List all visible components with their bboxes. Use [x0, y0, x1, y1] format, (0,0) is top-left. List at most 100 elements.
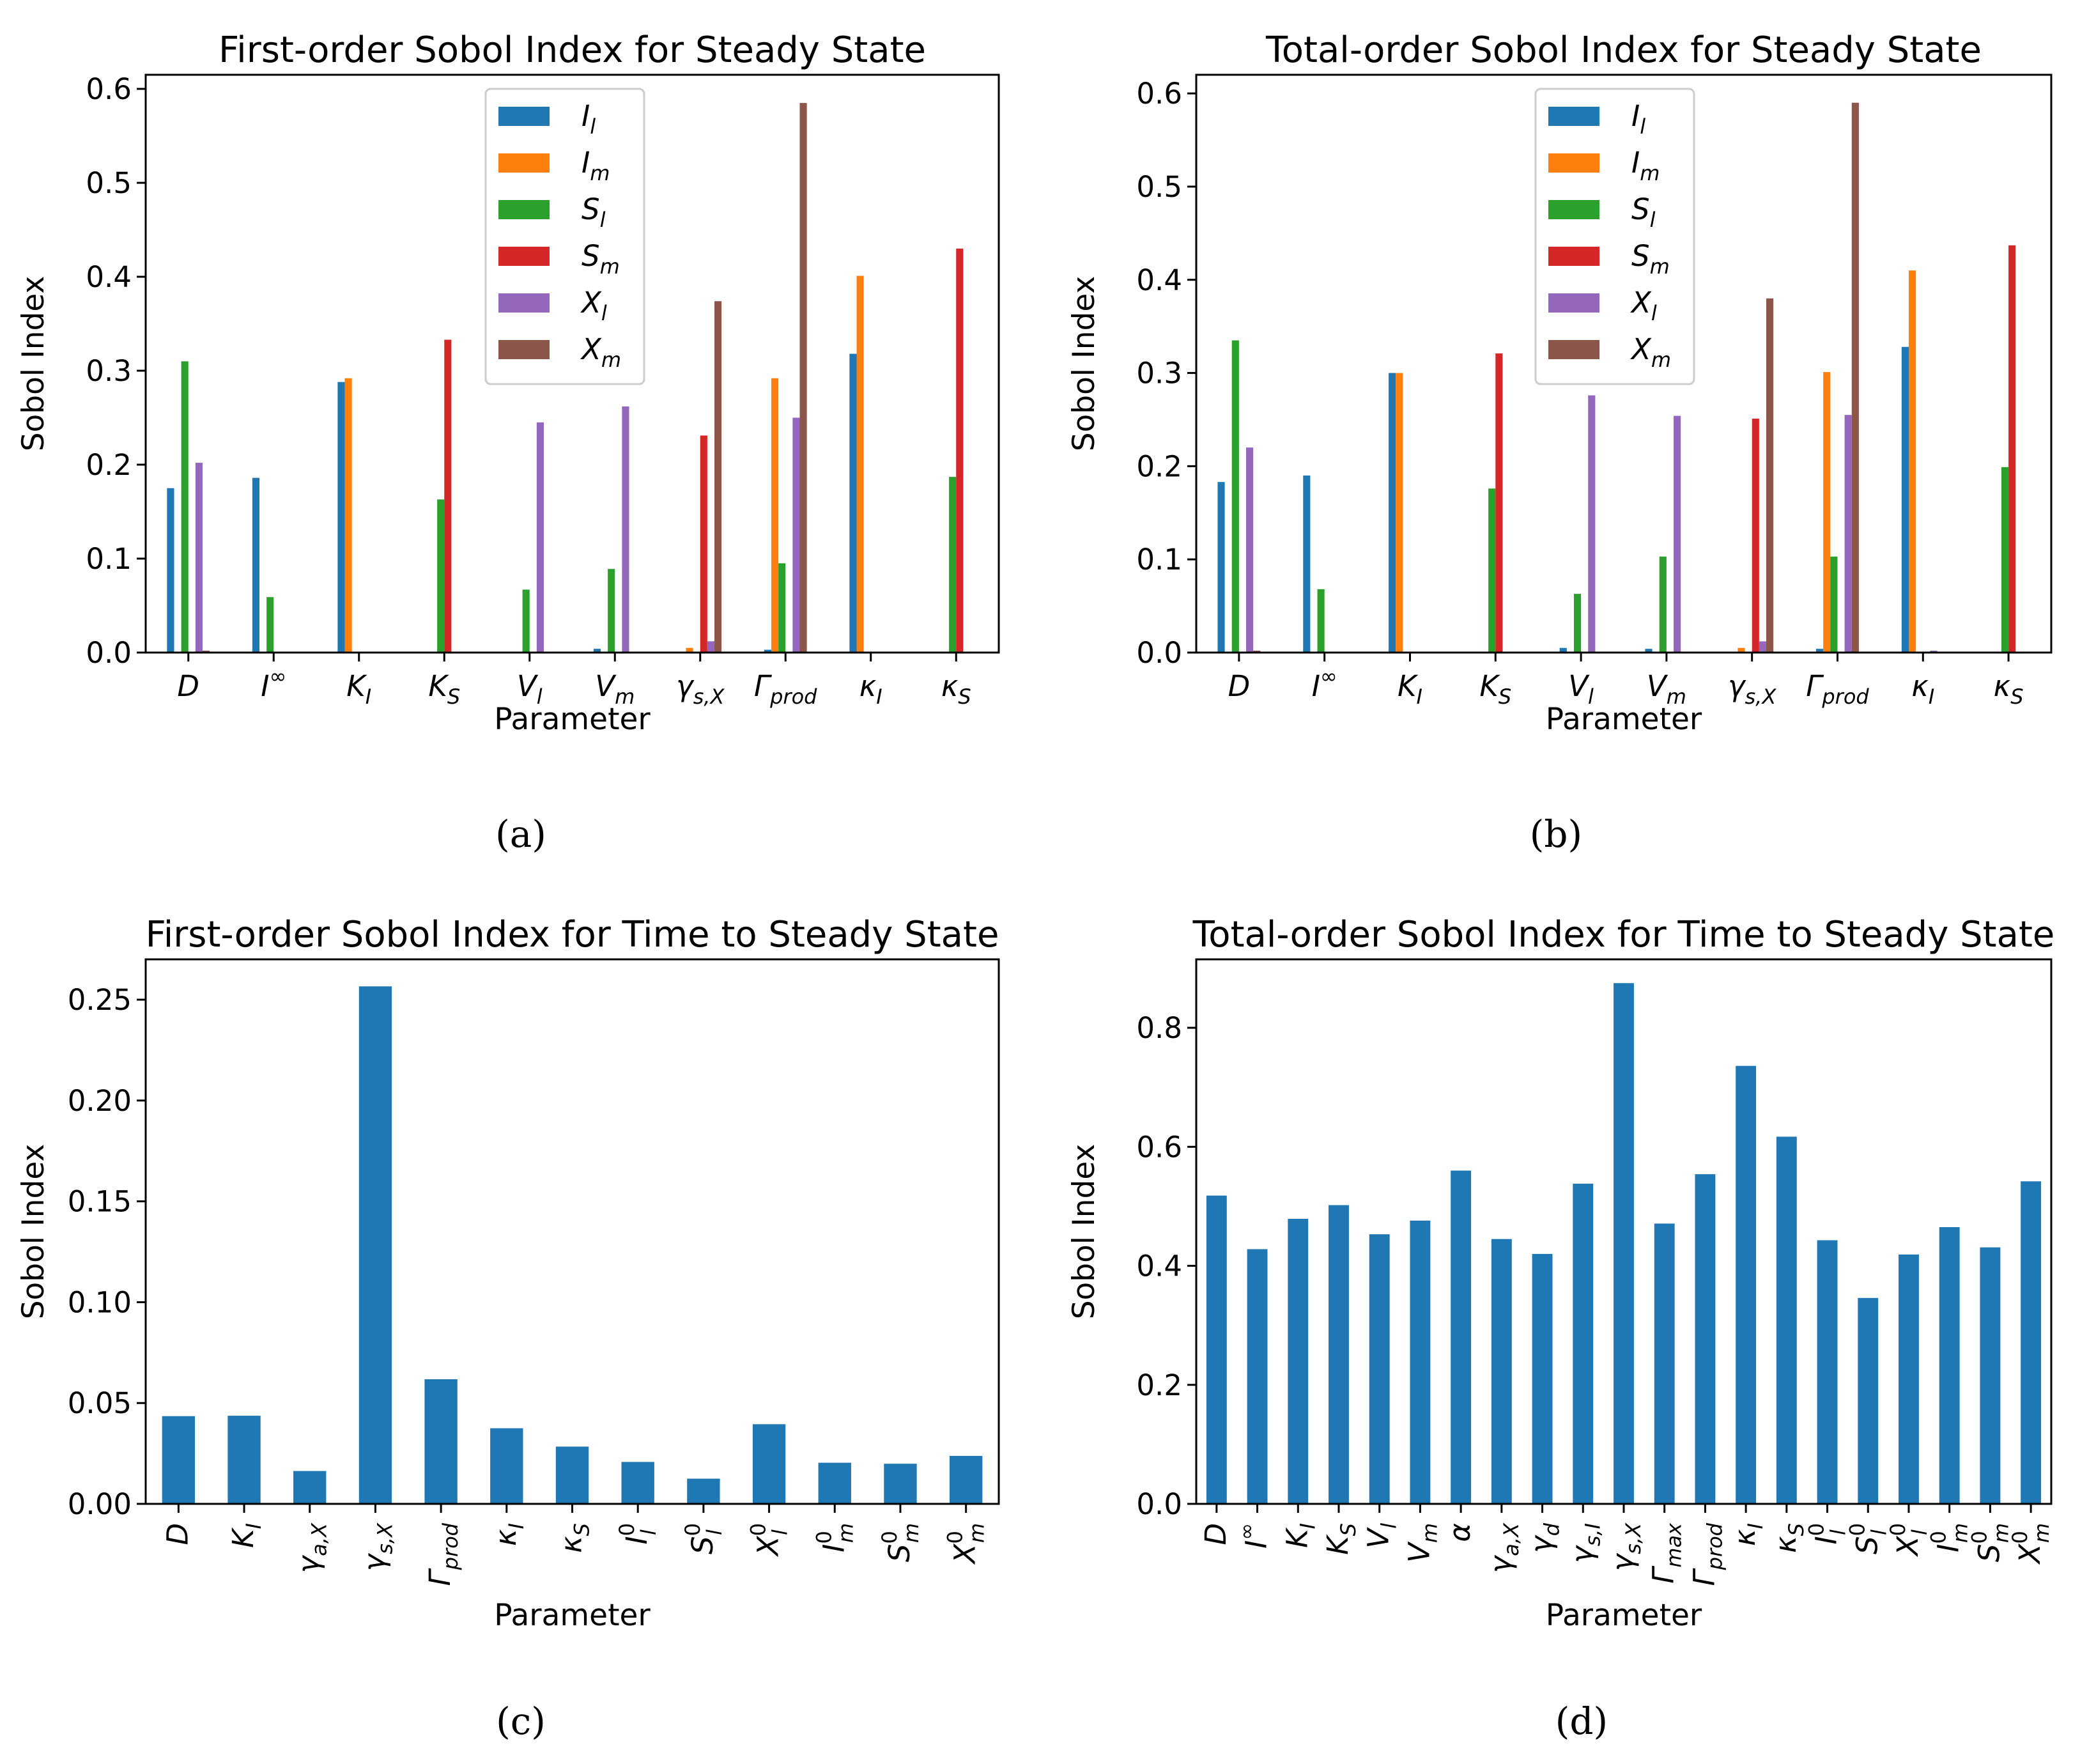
bar-I_l-5 — [593, 649, 601, 653]
legend-swatch-S_m — [498, 247, 550, 266]
x-tick-label: KI — [1398, 669, 1422, 709]
x-axis-label: Parameter — [494, 702, 651, 737]
bar-5 — [490, 1428, 523, 1504]
bar-S_l-4 — [1573, 594, 1582, 653]
bar-7 — [621, 1462, 654, 1504]
plot-frame — [144, 958, 1000, 1505]
legend: Il Im Sl Sm Xl Xm — [1534, 88, 1695, 385]
bar-X_l-5 — [622, 406, 629, 653]
x-tick-label: γs,X — [1728, 669, 1776, 709]
x-tick-label: I0l — [1805, 1523, 1851, 1545]
x-tick-label: I∞ — [1235, 1523, 1274, 1549]
bar-S_l-0 — [181, 361, 189, 653]
bar-I_l-1 — [252, 477, 259, 653]
legend-swatch-I_l — [1548, 107, 1599, 126]
bar-10 — [818, 1462, 851, 1504]
legend-label-X_l: Xl — [580, 286, 607, 325]
bar-X_l-7 — [1844, 415, 1852, 653]
bar-S_l-1 — [266, 597, 274, 653]
bar-I_l-7 — [1816, 649, 1824, 653]
legend-label-S_l: Sl — [582, 192, 606, 232]
y-tick-label: 0.20 — [68, 1084, 132, 1118]
x-tick-label: Γmax — [1647, 1522, 1686, 1584]
x-tick-label: KS — [428, 669, 460, 709]
y-axis-label: Sobol Index — [16, 276, 51, 452]
bar-0 — [162, 1416, 196, 1504]
x-axis-label: Parameter — [494, 1598, 651, 1633]
x-tick-label: Vl — [1568, 669, 1594, 709]
bar-S_l-9 — [2001, 467, 2009, 653]
legend-label-X_m: Xm — [580, 332, 621, 372]
bar-I_l-2 — [337, 382, 345, 653]
legend-label-I_l: Il — [1631, 99, 1645, 139]
bar-I_m-2 — [344, 378, 352, 653]
x-tick-label: κS — [1994, 669, 2024, 709]
y-axis-label: Sobol Index — [16, 1144, 51, 1320]
bar-I_m-8 — [856, 275, 864, 653]
bar-X_l-4 — [536, 422, 544, 653]
y-axis-label: Sobol Index — [1067, 1144, 1102, 1320]
y-tick-label: 0.4 — [1136, 263, 1182, 297]
y-tick-label: 0.6 — [1136, 1130, 1182, 1164]
bar-S_m-3 — [444, 339, 452, 653]
bar-X_l-7 — [792, 417, 800, 653]
bar-S_l-5 — [608, 569, 615, 653]
x-tick-label: S0m — [1967, 1523, 2013, 1562]
x-tick-label: S0m — [877, 1523, 923, 1562]
bar-X_m-6 — [714, 301, 722, 653]
y-tick-label: 0.1 — [1136, 543, 1182, 576]
y-tick-label: 0.5 — [86, 166, 132, 200]
bar-S_m-3 — [1495, 353, 1503, 653]
x-tick-label: D — [1228, 669, 1251, 703]
bar-I_l-8 — [849, 353, 857, 653]
bar-4 — [424, 1379, 458, 1504]
bar-S_l-5 — [1659, 556, 1667, 653]
bar-16 — [1858, 1297, 1879, 1504]
y-tick-label: 0.8 — [1136, 1011, 1182, 1045]
legend-swatch-X_l — [1548, 293, 1599, 313]
bar-X_l-6 — [707, 641, 714, 653]
chart-title: Total-order Sobol Index for Time to Stea… — [1192, 914, 2055, 956]
x-tick-label: κS — [941, 669, 971, 709]
bar-20 — [2021, 1181, 2042, 1504]
bar-3 — [358, 986, 392, 1504]
y-tick-label: 0.4 — [86, 260, 132, 294]
bar-5 — [1410, 1220, 1431, 1504]
legend-label-S_m: Sm — [1631, 239, 1670, 279]
y-tick-label: 0.0 — [1136, 1487, 1182, 1521]
chart-panel-2: Total-order Sobol Index for Steady State… — [1067, 29, 2053, 856]
x-tick-label: Vm — [595, 669, 635, 709]
y-tick-label: 0.00 — [68, 1487, 132, 1521]
y-tick-label: 0.0 — [86, 636, 132, 670]
panel-caption: (c) — [496, 1699, 546, 1743]
x-tick-label: KI — [346, 669, 371, 709]
bar-15 — [1817, 1240, 1838, 1504]
bar-I_m-7 — [1823, 372, 1831, 653]
x-axis-label: Parameter — [1546, 702, 1702, 737]
legend-box — [484, 88, 645, 385]
y-tick-label: 0.10 — [68, 1285, 132, 1319]
chart-title: Total-order Sobol Index for Steady State — [1265, 29, 1982, 71]
x-tick-label: KS — [1321, 1523, 1360, 1555]
legend-label-I_l: Il — [582, 99, 596, 139]
bar-11 — [884, 1464, 917, 1504]
bar-11 — [1654, 1223, 1675, 1504]
x-tick-label: S0l — [681, 1523, 727, 1554]
x-tick-label: Vl — [517, 669, 543, 709]
bar-I_l-7 — [764, 649, 771, 653]
bar-S_m-9 — [956, 248, 964, 653]
x-tick-label: S0l — [1845, 1523, 1891, 1554]
bar-9 — [752, 1424, 786, 1504]
legend-box — [1534, 88, 1695, 385]
x-tick-label: X0m — [2008, 1523, 2054, 1565]
bar-S_l-7 — [778, 563, 786, 653]
bar-9 — [1573, 1184, 1594, 1504]
x-tick-label: κI — [489, 1523, 528, 1546]
bar-X_m-6 — [1766, 298, 1774, 653]
y-tick-label: 0.5 — [1136, 170, 1182, 204]
bar-I_m-8 — [1909, 270, 1916, 653]
legend-swatch-S_l — [498, 200, 550, 219]
chart-title: First-order Sobol Index for Steady State — [219, 29, 926, 71]
bar-S_l-7 — [1830, 556, 1838, 653]
x-tick-label: I∞ — [1312, 664, 1337, 703]
